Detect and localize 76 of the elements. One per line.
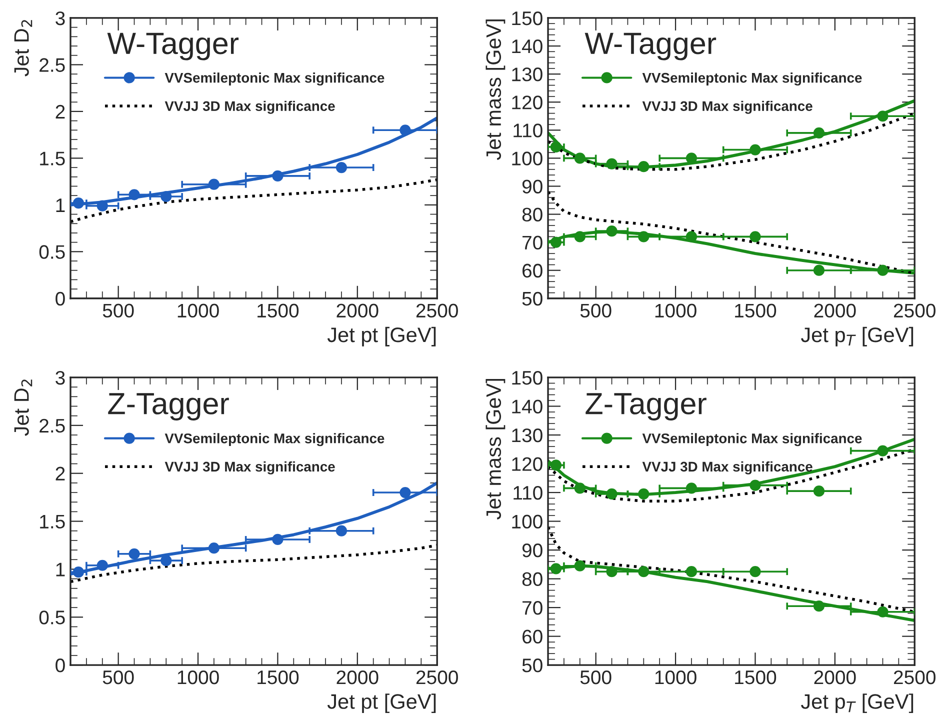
legend-label: VVSemileptonic Max significance — [164, 72, 384, 86]
y-tick-label: 2.5 — [40, 58, 65, 72]
x-tick-label: 2000 — [336, 670, 378, 684]
x-tick-label: 2500 — [894, 304, 936, 318]
y-tick-label: 2 — [56, 466, 65, 480]
y-tick-label: 120 — [512, 96, 542, 110]
legend-label: VVJJ 3D Max significance — [164, 461, 335, 474]
y-tick-label: 60 — [522, 630, 542, 644]
y-axis-title: Jet mass [GeV] — [486, 378, 506, 520]
y-tick-label: 80 — [522, 572, 542, 586]
y-axis-title: Jet D$_{2}$ — [14, 380, 32, 436]
x-tick-label: 2000 — [814, 304, 856, 318]
x-tick-label: 2500 — [894, 670, 936, 684]
x-tick-label: 1500 — [735, 670, 776, 684]
x-tick-label: 1000 — [655, 304, 696, 318]
x-axis-title: Jet pt [GeV] — [327, 326, 436, 346]
x-tick-label: 500 — [580, 304, 612, 318]
y-axis-title: Jet mass [GeV] — [486, 19, 506, 160]
x-tick-label: 1000 — [178, 670, 219, 684]
y-tick-label: 0 — [56, 658, 65, 672]
legend-label: VVSemileptonic Max significance — [164, 433, 384, 446]
legend-label: VVJJ 3D Max significance — [642, 461, 812, 474]
chart-title: W-Tagger — [107, 32, 239, 60]
y-tick-label: 0.5 — [39, 610, 65, 624]
y-tick-label: 1.5 — [40, 514, 65, 529]
x-tick-label: 1500 — [735, 304, 776, 318]
y-tick-label: 1.5 — [40, 152, 65, 166]
y-tick-label: 90 — [522, 180, 542, 194]
x-tick-label: 1500 — [258, 304, 299, 318]
x-axis-title: Jet pt [GeV] — [327, 694, 436, 714]
y-tick-label: 50 — [522, 292, 542, 306]
y-tick-label: 60 — [522, 264, 542, 278]
y-tick-label: 100 — [512, 152, 542, 166]
x-tick-label: 1000 — [178, 304, 219, 318]
y-tick-label: 90 — [522, 544, 542, 558]
x-axis-title: Jet p$_{T}$ [GeV] — [800, 694, 914, 714]
y-tick-label: 150 — [512, 370, 542, 385]
x-tick-label: 1000 — [655, 670, 696, 684]
x-tick-label: 2000 — [814, 670, 856, 684]
y-tick-label: 2 — [56, 104, 65, 118]
x-tick-label: 500 — [102, 304, 134, 318]
y-tick-label: 140 — [512, 400, 542, 414]
y-tick-label: 0.5 — [39, 245, 65, 259]
x-tick-label: 2000 — [336, 304, 378, 318]
y-tick-label: 110 — [514, 486, 542, 500]
y-tick-label: 0 — [56, 292, 65, 306]
x-tick-label: 500 — [580, 670, 612, 684]
x-tick-label: 1500 — [258, 670, 299, 684]
chart-title: W-Tagger — [584, 32, 716, 60]
y-tick-label: 2.5 — [40, 418, 65, 433]
legend-label: VVSemileptonic Max significance — [642, 72, 862, 86]
x-axis-title: Jet p$_{T}$ [GeV] — [800, 326, 914, 346]
y-axis-title: Jet D$_{2}$ — [14, 20, 32, 76]
legend-label: VVSemileptonic Max significance — [642, 433, 862, 446]
y-tick-label: 120 — [512, 457, 542, 471]
y-tick-label: 70 — [522, 601, 542, 615]
legend-label: VVJJ 3D Max significance — [164, 100, 335, 114]
x-tick-label: 500 — [102, 670, 134, 684]
y-tick-label: 50 — [522, 658, 542, 672]
y-tick-label: 3 — [56, 11, 65, 26]
y-tick-label: 100 — [512, 514, 542, 529]
chart-title: Z-Tagger — [586, 393, 706, 420]
y-tick-label: 110 — [514, 124, 542, 138]
y-tick-label: 1 — [56, 198, 65, 212]
y-tick-label: 1 — [56, 562, 65, 576]
y-tick-label: 130 — [512, 68, 542, 82]
y-tick-label: 3 — [56, 370, 65, 385]
y-tick-label: 80 — [522, 208, 542, 222]
x-tick-label: 2500 — [416, 670, 458, 684]
y-tick-label: 140 — [512, 39, 542, 54]
legend-label: VVJJ 3D Max significance — [642, 100, 812, 114]
y-tick-label: 70 — [522, 236, 542, 250]
y-tick-label: 130 — [512, 428, 542, 442]
x-tick-label: 2500 — [416, 304, 458, 318]
chart-title: Z-Tagger — [108, 393, 229, 420]
y-tick-label: 150 — [512, 11, 542, 26]
